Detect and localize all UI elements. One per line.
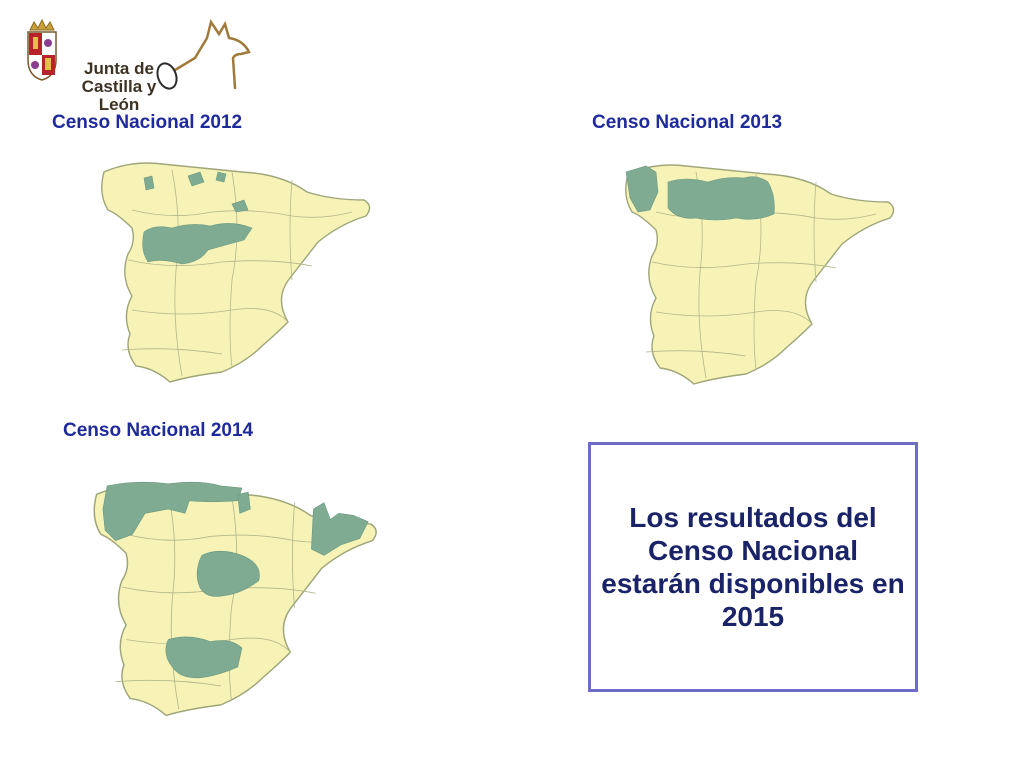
spain-map-2012 xyxy=(101,162,371,383)
logo-text: Junta de Castilla y León xyxy=(64,60,174,114)
spain-map-2014 xyxy=(93,481,377,717)
junta-logo: Junta de Castilla y León xyxy=(20,18,260,114)
map-title-2013: Censo Nacional 2013 xyxy=(592,112,783,133)
logo-line-2: Castilla y León xyxy=(81,77,157,114)
results-notice-box: Los resultados del Censo Nacional estará… xyxy=(588,442,918,692)
coat-of-arms-icon xyxy=(27,18,57,81)
logo-line-1: Junta de xyxy=(84,59,154,78)
map-title-2012: Censo Nacional 2012 xyxy=(52,112,243,133)
wolf-logo-icon xyxy=(156,18,251,90)
results-notice-text: Los resultados del Censo Nacional estará… xyxy=(601,502,905,632)
spain-map-2013 xyxy=(625,164,895,385)
map-title-2014: Censo Nacional 2014 xyxy=(63,420,254,441)
